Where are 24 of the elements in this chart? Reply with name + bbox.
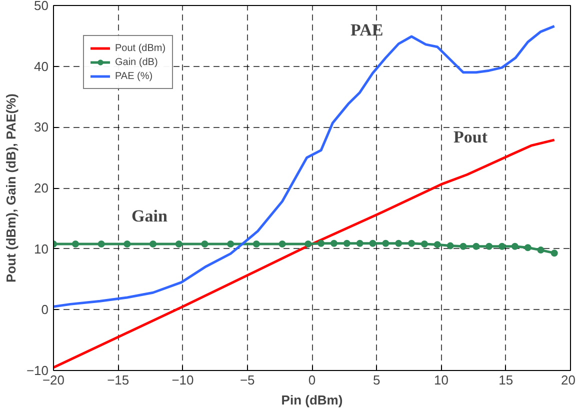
y-axis-title: Pout (dBm), Gain (dB), PAE(%) xyxy=(3,94,18,282)
legend-label: Gain (dB) xyxy=(115,56,158,68)
x-tick-label: −15 xyxy=(107,372,130,388)
x-tick-label: −10 xyxy=(172,372,194,388)
x-tick-label: 0 xyxy=(308,372,316,388)
y-tick-label: 30 xyxy=(34,120,49,135)
line-series xyxy=(54,24,556,308)
y-tick-label: −10 xyxy=(26,363,49,378)
legend-label: Pout (dBm) xyxy=(115,42,166,54)
x-tick-label: 10 xyxy=(434,372,448,388)
y-tick-label: 10 xyxy=(34,241,49,256)
x-tick-label: −5 xyxy=(240,372,255,388)
y-tick-label: 0 xyxy=(41,302,49,318)
annotation: Pout xyxy=(454,128,488,146)
annotation: Gain xyxy=(132,206,168,226)
y-tick-label: 40 xyxy=(34,58,49,74)
x-tick-label: 15 xyxy=(498,372,514,388)
x-axis-title: Pin (dBm) xyxy=(281,392,343,408)
y-tick-label: 50 xyxy=(34,0,49,13)
x-tick-label: 20 xyxy=(561,372,576,388)
x-tick-label: 5 xyxy=(373,372,380,388)
legend-label: PAE (%) xyxy=(115,70,153,82)
annotation: PAE xyxy=(350,20,384,40)
y-tick-label: 20 xyxy=(34,180,49,196)
